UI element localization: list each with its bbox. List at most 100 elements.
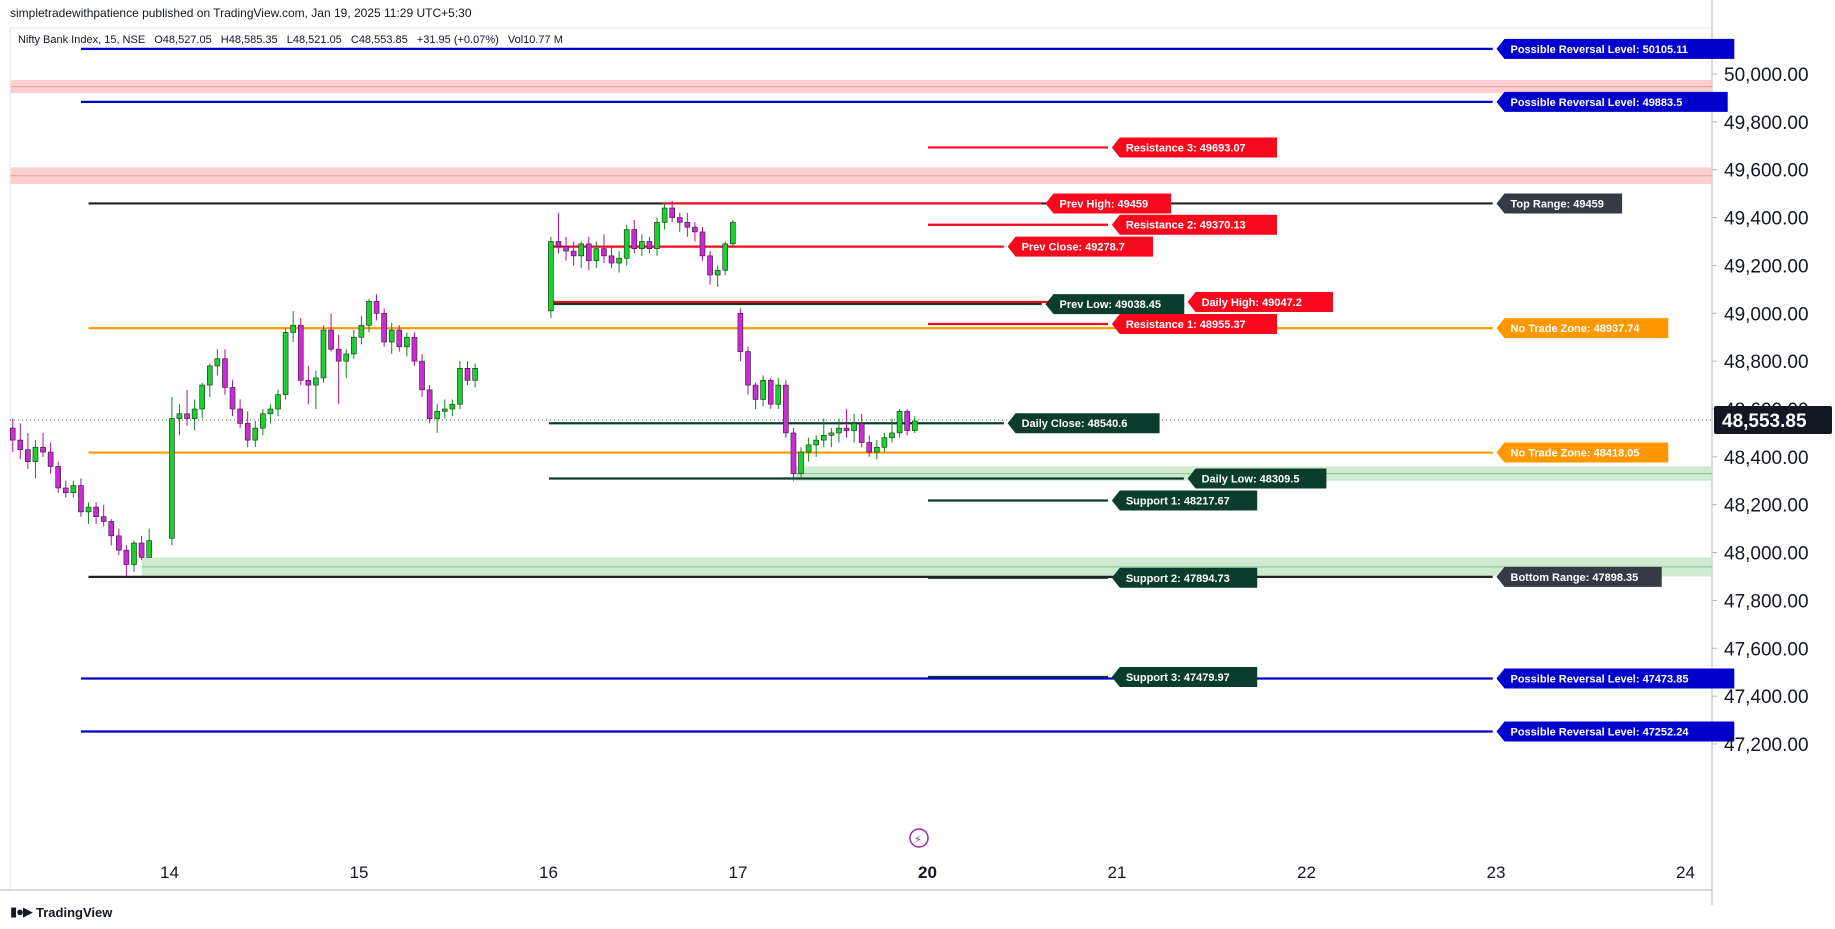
level-tag-shape <box>1111 667 1258 688</box>
level-tag-15: Support 2: 47894.73 <box>1111 567 1258 588</box>
candle-body <box>639 241 645 249</box>
level-tag-2: Resistance 3: 49693.07 <box>1111 137 1278 158</box>
candle <box>320 325 327 383</box>
candle-body <box>623 229 630 259</box>
candle-body <box>790 432 797 474</box>
candle <box>9 418 16 453</box>
level-tag-shape <box>1111 313 1278 334</box>
candle-body <box>9 427 16 441</box>
candle <box>601 234 607 264</box>
footer-brand: TradingView <box>36 904 113 920</box>
candle <box>100 504 107 527</box>
event-lightning-icon[interactable]: ⚡ <box>909 828 929 848</box>
candle <box>93 502 99 524</box>
candle-body <box>585 243 592 261</box>
candles-layer <box>9 200 918 577</box>
ohlc-low: L48,521.05 <box>286 34 342 46</box>
candle-body <box>116 535 122 551</box>
tradingview-logo[interactable]: ▮●▶ TradingView <box>10 904 112 920</box>
y-tick-label: 47,800.00 <box>1724 591 1809 612</box>
level-tag-label: Daily High: 49047.2 <box>1202 297 1302 309</box>
candle-body <box>548 241 554 312</box>
level-tag-label: Support 3: 47479.97 <box>1126 672 1230 684</box>
level-tag-label: Possible Reversal Level: 50105.11 <box>1511 44 1688 56</box>
x-tick-label: 17 <box>729 863 748 882</box>
candle-body <box>275 394 281 410</box>
candle-body <box>351 336 357 355</box>
candle <box>730 219 736 247</box>
y-tick-label: 49,400.00 <box>1724 209 1809 230</box>
event-icon-circle <box>909 828 929 848</box>
candle-body <box>55 466 61 489</box>
level-tag-shape <box>1496 566 1662 587</box>
candle-body <box>40 446 46 453</box>
level-tag-shape <box>1496 721 1735 742</box>
candle-body <box>707 255 713 276</box>
level-tag-label: Prev High: 49459 <box>1059 198 1148 210</box>
candle <box>858 413 865 448</box>
level-tag-label: Possible Reversal Level: 49883.5 <box>1511 97 1683 109</box>
candle <box>70 480 77 498</box>
last-price-label: 48,553.85 <box>1722 411 1807 432</box>
candle-body <box>70 485 77 494</box>
candle <box>760 375 766 407</box>
candle-body <box>608 255 615 264</box>
candle-body <box>911 420 918 431</box>
candle <box>578 241 585 268</box>
candle <box>343 349 350 378</box>
candle-body <box>896 411 903 434</box>
candle-body <box>335 348 342 362</box>
candle <box>214 349 221 376</box>
candle-body <box>601 248 607 257</box>
candle-body <box>25 449 31 462</box>
level-tag-shape <box>1496 668 1735 689</box>
level-tag-17: Support 3: 47479.97 <box>1111 667 1258 688</box>
candle <box>790 428 797 481</box>
candle <box>828 428 835 448</box>
candle <box>62 480 69 498</box>
candle-body <box>426 389 433 419</box>
candle <box>707 251 713 285</box>
candle-body <box>555 241 562 247</box>
y-tick-label: 48,800.00 <box>1724 352 1809 373</box>
level-tag-label: Support 2: 47894.73 <box>1126 573 1230 585</box>
x-axis[interactable]: 14 15 16 17 20 21 22 23 24 ⚡ <box>160 828 1695 882</box>
candle <box>714 265 721 287</box>
candle <box>335 334 342 405</box>
publisher-line: simpletradewithpatience published on Tra… <box>10 6 472 20</box>
level-tag-shape <box>1496 318 1669 339</box>
candle-body <box>457 368 463 405</box>
y-tick-label: 49,200.00 <box>1724 256 1809 277</box>
candle <box>820 418 827 448</box>
candle <box>366 298 372 333</box>
candle <box>222 349 228 395</box>
candle-body <box>722 243 729 271</box>
level-tag-label: Daily Close: 48540.6 <box>1022 418 1128 430</box>
x-tick-label: 15 <box>350 863 369 882</box>
symbol-name[interactable]: Nifty Bank Index, 15, NSE <box>18 34 146 46</box>
candle <box>297 318 304 386</box>
candle-body <box>684 222 691 228</box>
candle <box>184 389 190 426</box>
x-tick-label: 23 <box>1487 863 1506 882</box>
y-axis[interactable]: 50,000.00 49,800.00 49,600.00 49,400.00 49,2… <box>1712 65 1832 756</box>
candle <box>767 377 774 409</box>
candle-body <box>836 427 842 434</box>
candle-body <box>813 439 819 446</box>
candle-body <box>631 229 638 249</box>
candle-body <box>184 413 190 419</box>
level-tag-7: Daily High: 49047.2 <box>1187 291 1334 312</box>
candle <box>138 535 145 560</box>
x-tick-label: 24 <box>1676 863 1695 882</box>
candle <box>783 380 789 438</box>
y-tick-label: 48,000.00 <box>1724 544 1809 565</box>
candle <box>548 236 554 319</box>
candle-body <box>108 521 115 537</box>
candle-body <box>419 360 425 391</box>
level-tag-13: Daily Low: 48309.5 <box>1187 468 1327 489</box>
candle-body <box>123 549 130 565</box>
plot-background <box>9 27 1713 891</box>
candle <box>911 416 918 433</box>
candle-body <box>373 301 380 314</box>
